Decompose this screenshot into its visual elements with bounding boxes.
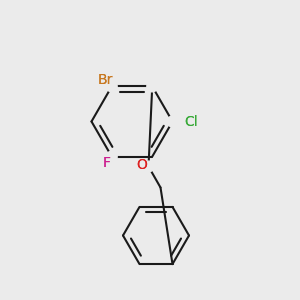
Text: Br: Br	[97, 73, 113, 87]
Text: Cl: Cl	[184, 115, 198, 128]
Circle shape	[147, 81, 158, 92]
Text: F: F	[103, 156, 110, 170]
Text: Br: Br	[97, 73, 113, 87]
Circle shape	[143, 161, 154, 172]
Circle shape	[106, 151, 117, 162]
Text: Cl: Cl	[184, 115, 198, 128]
Circle shape	[106, 81, 117, 92]
Text: F: F	[103, 156, 110, 170]
Text: O: O	[136, 158, 147, 172]
Circle shape	[167, 116, 178, 127]
Text: O: O	[136, 158, 147, 172]
